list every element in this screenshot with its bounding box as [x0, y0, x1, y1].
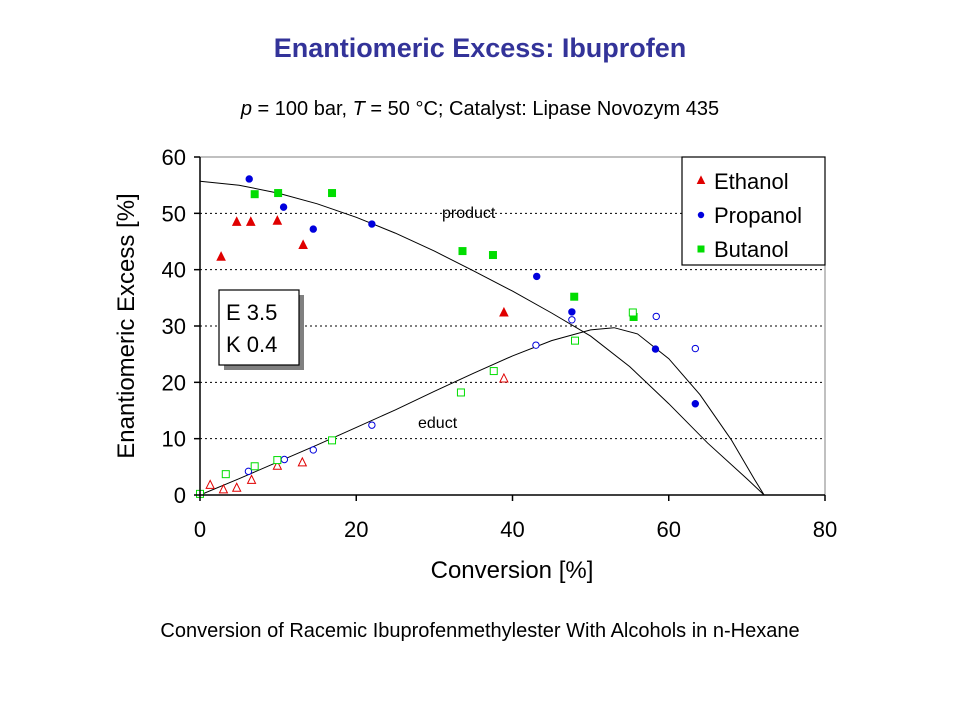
ethanol-product-point [499, 306, 509, 317]
temperature-symbol: T [352, 98, 365, 120]
butanol-educt-point [456, 388, 465, 397]
butanol-educt-point [250, 462, 259, 471]
parameter-box-frame [218, 289, 300, 366]
chart-title: Enantiomeric Excess: Ibuprofen [273, 33, 687, 63]
y-tick-label: 20 [162, 370, 186, 395]
propanol-product-point [691, 400, 700, 408]
propanol-educt-point [368, 421, 376, 429]
data-points [196, 175, 700, 498]
butanol-product-point [328, 189, 337, 198]
e-value-label: E 3.5 [226, 300, 277, 325]
ethanol-educt-point [272, 460, 283, 470]
butanol-product-point [274, 189, 283, 198]
ethanol-product-point [245, 216, 256, 226]
propanol-product-point [245, 175, 253, 183]
propanol-product-point [651, 345, 660, 353]
ethanol-product-point [216, 251, 226, 261]
legend-box [681, 156, 826, 266]
legend-marker-ethanol [696, 175, 706, 184]
legend-marker-butanol [697, 245, 705, 253]
propanol-educt-point [244, 467, 253, 476]
propanol-product-point [568, 308, 576, 316]
x-tick-label: 80 [813, 517, 837, 542]
butanol-product-point [250, 190, 259, 199]
pressure-value: = 100 bar, [251, 98, 353, 120]
butanol-educt-point [221, 470, 230, 479]
y-axis-label: Enantiomeric Excess [%] [113, 193, 140, 458]
propanol-product-point [368, 220, 376, 228]
propanol-educt-point [652, 312, 660, 321]
pressure-symbol: p [240, 98, 252, 120]
y-tick-label: 10 [162, 427, 186, 452]
propanol-product-point [533, 272, 541, 281]
butanol-product-point [488, 251, 497, 260]
figure-caption: Conversion of Racemic Ibuprofenmethylest… [160, 620, 800, 642]
propanol-product-point [309, 225, 317, 233]
legend-label-ethanol: Ethanol [714, 169, 789, 194]
propanol-educt-point [309, 446, 317, 454]
axes [194, 156, 826, 501]
ethanol-educt-point [218, 483, 229, 494]
butanol-educt-point [273, 456, 282, 465]
ethanol-product-point [298, 239, 308, 249]
educt-annotation: educt [418, 415, 458, 432]
propanol-product-point [279, 203, 288, 211]
chart-subtitle: p = 100 bar, T = 50 °C; Catalyst: Lipase… [0, 98, 960, 121]
x-tick-label: 40 [500, 517, 524, 542]
butanol-educt-point [489, 367, 498, 376]
x-tick-label: 20 [344, 517, 368, 542]
y-tick-label: 0 [174, 483, 186, 508]
ethanol-educt-point [246, 474, 257, 484]
k-value-label: K 0.4 [226, 332, 277, 357]
x-tick-label: 0 [194, 517, 206, 542]
y-tick-label: 40 [162, 258, 186, 283]
y-tick-label: 60 [162, 145, 186, 170]
ethanol-educt-point [297, 456, 308, 467]
product-annotation: product [442, 205, 496, 222]
ethanol-product-point [231, 216, 242, 226]
propanol-educt-point [532, 341, 540, 349]
butanol-product-point [458, 247, 467, 256]
x-axis-label: Conversion [%] [431, 557, 594, 584]
propanol-educt-point [568, 316, 576, 324]
tick-labels: 0 20 40 60 80 0 10 20 30 40 50 60 [162, 145, 838, 542]
legend: Ethanol Propanol Butanol [681, 156, 826, 266]
x-tick-label: 60 [657, 517, 681, 542]
y-tick-label: 30 [162, 314, 186, 339]
butanol-educt-point [571, 336, 579, 345]
legend-label-butanol: Butanol [714, 237, 789, 262]
propanol-educt-point [280, 455, 289, 464]
temperature-and-catalyst: = 50 °C; Catalyst: Lipase Novozym 435 [364, 98, 720, 120]
propanol-educt-point [691, 344, 700, 353]
ethanol-educt-point [499, 372, 509, 383]
ethanol-product-point [272, 215, 283, 225]
butanol-educt-point [628, 308, 637, 317]
ethanol-educt-point [205, 479, 215, 489]
parameter-box: E 3.5 K 0.4 [218, 289, 304, 370]
product-fit-curve [199, 180, 765, 496]
legend-label-propanol: Propanol [714, 203, 802, 228]
butanol-educt-point [328, 436, 337, 445]
legend-marker-propanol [697, 211, 705, 219]
y-tick-label: 50 [162, 201, 186, 226]
butanol-product-point [570, 292, 579, 301]
ethanol-educt-point [231, 482, 242, 492]
